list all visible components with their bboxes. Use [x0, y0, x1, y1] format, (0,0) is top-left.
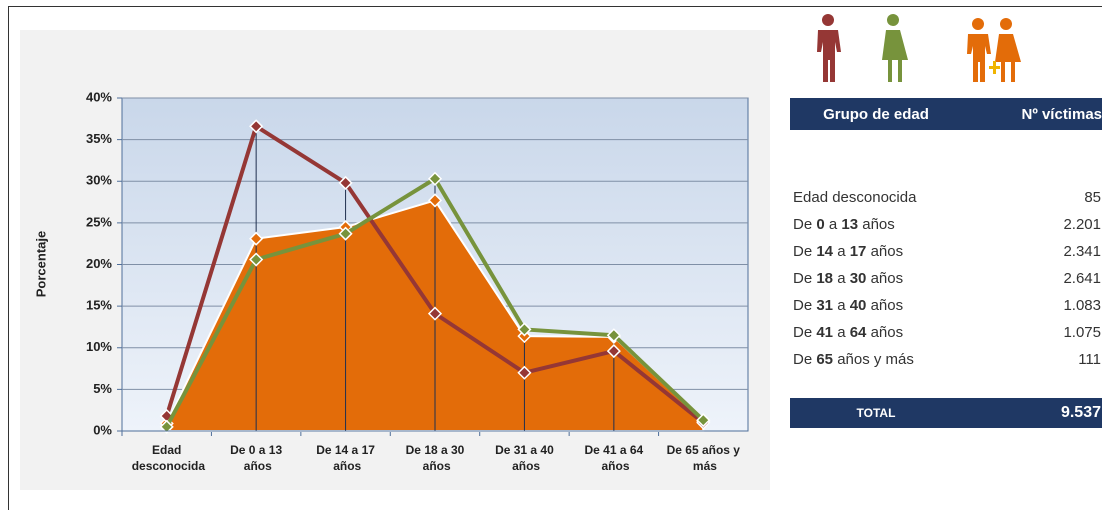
row-value: 2.341 [1063, 243, 1101, 260]
marker [338, 175, 353, 190]
row-value: 111 [1078, 351, 1101, 368]
row-label: De 18 a 30 años [793, 270, 903, 287]
row-value: 1.083 [1063, 297, 1101, 314]
row-label: De 31 a 40 años [793, 297, 903, 314]
marker [606, 344, 621, 359]
row-value: 1.075 [1063, 324, 1101, 341]
x-tick-label: De 31 a 40 años [495, 443, 554, 473]
y-tick-label: 25% [86, 214, 112, 229]
x-tick-label: Edad desconocida [128, 443, 205, 473]
marker [427, 193, 443, 208]
header-cell: Grupo de edad [823, 106, 929, 123]
y-tick-label: 10% [86, 339, 112, 354]
row-label: De 0 a 13 años [793, 216, 895, 233]
total-label: TOTAL [857, 406, 896, 420]
x-tick-label: De 18 a 30 años [406, 443, 465, 473]
chart: 0% 5% 10% 15% 20% 25% 30% 35% 40% Edad desconocid… [86, 89, 748, 473]
marker [159, 419, 174, 434]
female-icon [882, 14, 908, 82]
header-cell: Nº víctimas [1021, 106, 1102, 123]
y-axis-label: Porcentaje [33, 231, 48, 297]
y-tick-label: 30% [86, 173, 112, 188]
row-label: De 41 a 64 años [793, 324, 903, 341]
marker [517, 322, 532, 337]
row-label: De 14 a 17 años [793, 243, 903, 260]
row-value: 85 [1084, 189, 1101, 206]
marker [249, 119, 264, 134]
marker [249, 231, 264, 246]
row-value: 2.201 [1063, 216, 1101, 233]
y-tick-label: 40% [86, 89, 112, 104]
marker [338, 226, 353, 241]
marker [427, 171, 443, 186]
x-tick-label: De 65 años y más [667, 443, 741, 473]
y-tick-label: 35% [86, 131, 112, 146]
legend-icons [817, 14, 1021, 82]
total-bar [790, 398, 1102, 428]
y-tick-label: 20% [86, 256, 112, 271]
row-value: 2.641 [1063, 270, 1101, 287]
x-tick-label: De 14 a 17 años [316, 443, 375, 473]
marker [427, 306, 443, 321]
row-label: De 65 años y más [793, 351, 914, 368]
table-rows: Edad desconocida 85 De 0 a 13 años 2.201 De … [793, 189, 1101, 368]
y-tick-label: 0% [93, 422, 112, 437]
x-tick-label: De 41 a 64 años [584, 443, 643, 473]
marker [606, 328, 621, 343]
male-icon [817, 14, 841, 82]
total-value: 9.537 [1061, 404, 1101, 421]
marker [249, 252, 264, 267]
y-tick-label: 5% [93, 381, 112, 396]
x-tick-label: De 0 a 13 años [230, 443, 282, 473]
both-icon [967, 18, 1021, 82]
row-label: Edad desconocida [793, 189, 917, 206]
marker [696, 413, 711, 428]
marker [517, 365, 532, 380]
table-header [790, 98, 1102, 130]
y-tick-label: 15% [86, 298, 112, 313]
